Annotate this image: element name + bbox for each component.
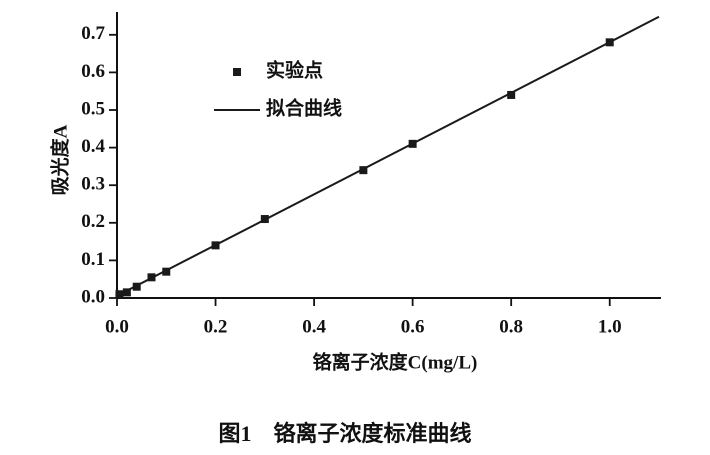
data-point <box>162 267 171 276</box>
y-tick-label: 0.7 <box>81 23 105 44</box>
x-axis-label: 铬离子浓度C(mg/L) <box>313 350 478 373</box>
y-axis-label: 吸光度A <box>48 124 71 195</box>
y-tick-label: 0.0 <box>81 286 105 307</box>
y-tick-label: 0.6 <box>81 61 105 82</box>
fit-line <box>116 15 660 297</box>
x-tick-label: 0.4 <box>302 316 326 337</box>
x-tick-label: 0.2 <box>204 316 228 337</box>
x-tick-label: 0.6 <box>401 316 425 337</box>
y-tick-label: 0.4 <box>81 136 105 157</box>
y-tick-label: 0.5 <box>81 98 105 119</box>
legend-label: 拟合曲线 <box>266 96 342 119</box>
y-tick-label: 0.3 <box>81 174 105 195</box>
y-tick-label: 0.2 <box>81 211 105 232</box>
data-point <box>122 288 131 297</box>
x-tick-label: 0.0 <box>105 316 129 337</box>
legend-label: 实验点 <box>266 58 323 81</box>
x-tick-label: 0.8 <box>499 316 523 337</box>
legend-marker <box>233 68 241 76</box>
figure-caption: 图1 铬离子浓度标准曲线 <box>218 421 471 446</box>
y-tick-label: 0.1 <box>81 249 105 270</box>
data-point <box>507 90 516 99</box>
x-tick-label: 1.0 <box>598 316 622 337</box>
data-point <box>359 166 368 175</box>
